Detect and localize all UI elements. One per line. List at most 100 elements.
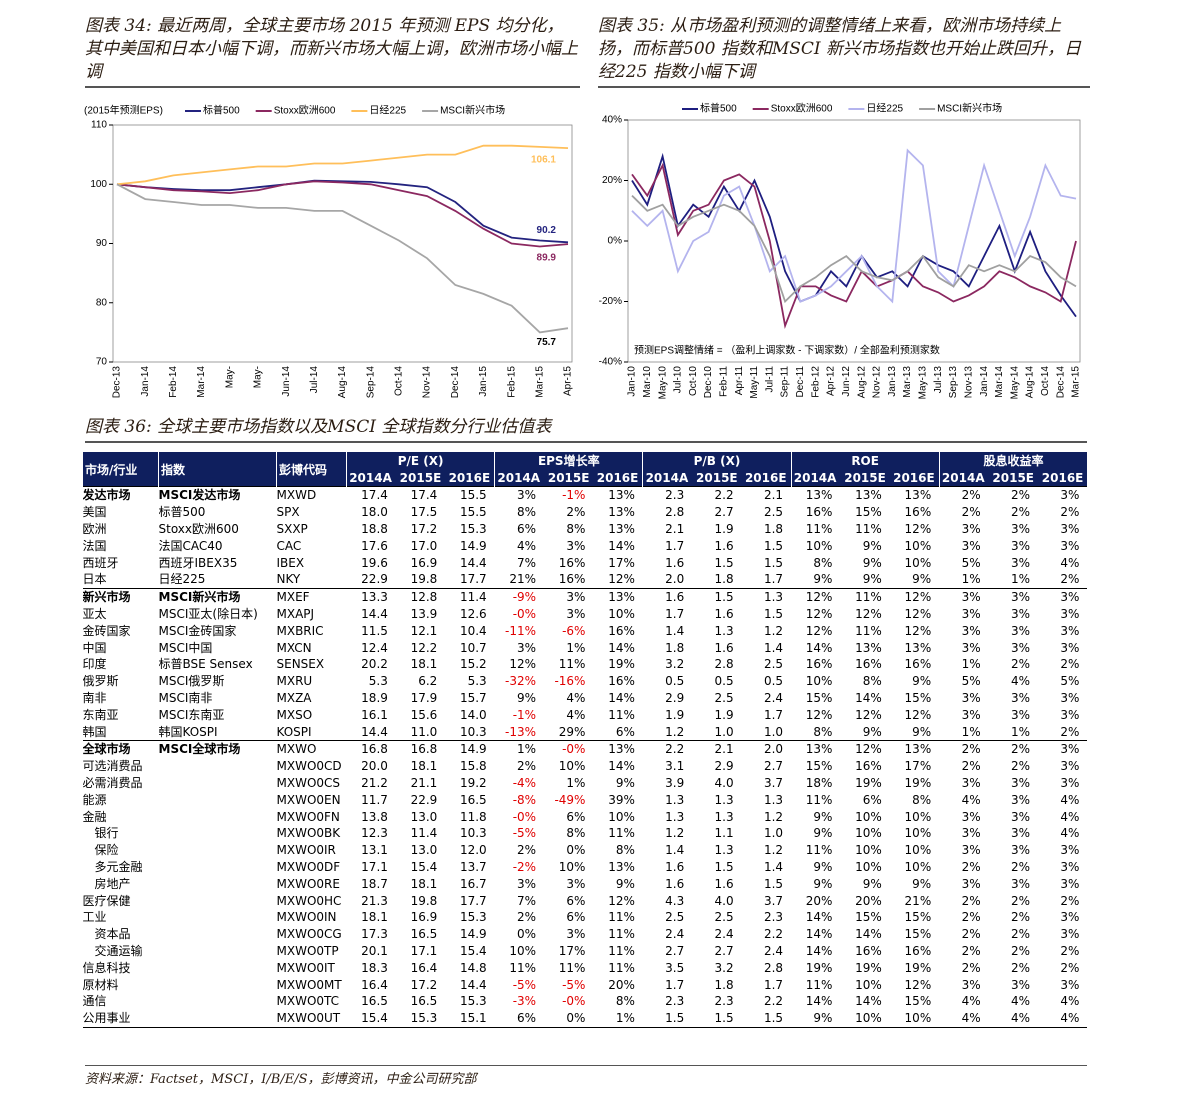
value-cell: 17.7 [459,893,487,908]
value-cell: 2% [566,505,586,520]
market-cell: 印度 [82,657,107,672]
legend-label: 标普500 [203,104,240,117]
value-cell: 19.2 [459,775,487,790]
code-cell: MXWO0MT [276,977,342,992]
value-cell: 9% [813,876,833,891]
value-cell: 14% [608,640,635,655]
value-cell: 1.8 [665,640,685,655]
value-cell: 3% [1010,843,1030,858]
end-label: 106.1 [531,155,556,166]
value-cell: 16.4 [410,960,438,975]
x-tick-label: Sep-14 [365,366,376,399]
value-cell: 13% [593,587,643,606]
code-cell: MXWO0UT [276,1009,347,1028]
value-cell: 9% [912,674,932,689]
table-header: 市场/行业 指数 彭博代码 P/E (X) EPS增长率 P/B (X) ROE 股息收益率 2… [82,452,1088,487]
index-cell [159,859,277,876]
value-cell: 2.5 [763,505,784,520]
value-cell: 2.9 [714,759,734,774]
value-cell: 3% [1060,977,1080,992]
value-cell: 3% [988,587,1038,606]
value-cell: 13% [608,859,635,874]
value-cell: 9% [791,570,841,589]
market-cell: 欧洲 [82,521,107,536]
value-cell: 3% [1060,927,1080,942]
value-cell: 7% [517,893,537,908]
market-cell: 亚太 [82,606,107,621]
value-cell: 5% [961,674,981,689]
value-cell: 16.8 [346,739,396,758]
table-row: 原材料 MXWO0MT 16.4 17.2 14.4 -5% -5% 20% 1.7 1.8 1.7… [83,976,1088,993]
value-cell: 2.7 [714,943,734,958]
value-cell: 2.2 [642,739,693,758]
value-cell: 15.4 [459,943,487,958]
x-tick-label: Jul-13 [933,366,944,394]
legend-label: MSCI新兴市场 [937,102,1002,115]
table-row: 通信 MXWO0TC 16.5 16.5 15.3 -3% -0% 8% 2.3 2.3 2.2 14… [83,993,1088,1010]
market-cell: 全球市场 [82,739,159,758]
x-tick-label: May-10 [657,366,668,400]
value-cell: 3% [566,606,586,621]
x-tick-label: Jul-10 [673,366,684,394]
value-cell: 2.3 [642,485,693,504]
x-tick-label: Sep-13 [948,366,959,399]
value-cell: 3% [1060,640,1080,655]
value-cell: 2% [1038,570,1088,589]
index-cell [159,758,277,775]
x-tick-label: Jan-15 [478,366,489,397]
index-cell: MSCI亚太(除日本) [158,606,258,621]
value-cell: 20% [805,893,833,908]
value-cell: 2% [1060,893,1080,908]
value-cell: 6% [862,792,882,807]
value-cell: 8% [566,826,586,841]
year-header: 2016E [593,469,643,487]
value-cell: -5% [512,977,537,992]
value-cell: -0% [544,739,594,758]
value-cell: 14% [805,910,833,925]
index-cell [159,892,277,909]
value-cell: 17% [904,759,932,774]
value-cell: 11% [608,826,635,841]
value-cell: 2% [1060,657,1080,672]
value-cell: 13% [840,485,890,504]
index-cell: MSCI中国 [158,640,213,655]
value-cell: 3% [1010,775,1030,790]
value-cell: 15.3 [395,1009,446,1028]
value-cell: 12% [904,623,932,638]
value-cell: 3.2 [665,657,685,672]
value-cell: 13.9 [410,606,438,621]
value-cell: 15% [904,994,932,1009]
group-header: P/E (X) [345,452,495,469]
index-cell [159,959,277,976]
value-cell: 13% [608,505,635,520]
value-cell: 15% [904,927,932,942]
value-cell: 19.8 [395,570,446,589]
value-cell: 3% [1010,977,1030,992]
table-row: 法国 法国CAC40 CAC 17.6 17.0 14.9 4% 3% 14% 1.7 1.6 1.5… [83,537,1088,554]
value-cell: 16.5 [410,927,438,942]
value-cell: 10.4 [459,623,487,638]
value-cell: 16% [558,555,586,570]
code-cell: MXCN [276,640,312,655]
y-tick-label: 110 [91,120,107,131]
market-cell: 中国 [82,640,107,655]
value-cell: 3% [1010,826,1030,841]
table-row: 金融 MXWO0FN 13.8 13.0 11.8 -0% 6% 10% 1.3 1.3 1.2 9%… [83,808,1088,825]
value-cell: 2% [517,843,537,858]
value-cell: 9% [813,809,833,824]
annotation: 预测EPS调整情绪 = （盈利上调家数 - 下调家数）/ 全部盈利预测家数 [634,344,940,357]
value-cell: 3% [1038,485,1088,504]
charts: 70 80 90 100 110 Dec-13 Jan-14 Feb-14 Mar-14 May-… [84,102,1082,400]
value-cell: 4.0 [714,893,734,908]
value-cell: 3% [1010,809,1030,824]
value-cell: -16% [554,674,586,689]
value-cell: 1.4 [763,859,784,874]
header-row: 2014A 2015E 2016E 2014A 2015E 2016E 2014A 2015E… [83,469,1088,487]
value-cell: 3% [961,521,981,536]
value-cell: 11% [840,587,890,606]
value-cell: 14.9 [459,927,487,942]
value-cell: 2.1 [741,485,792,504]
table-row: 必需消费品 MXWO0CS 21.2 21.1 19.2 -4% 1% 9% 3.9 4.0 3.7… [83,775,1088,792]
x-tick-label: Aug-14 [337,366,348,399]
table-row: 东南亚 MSCI东南亚 MXSO 16.1 15.6 14.0 -1% 4% 11% 1.9 1.9… [83,706,1088,723]
